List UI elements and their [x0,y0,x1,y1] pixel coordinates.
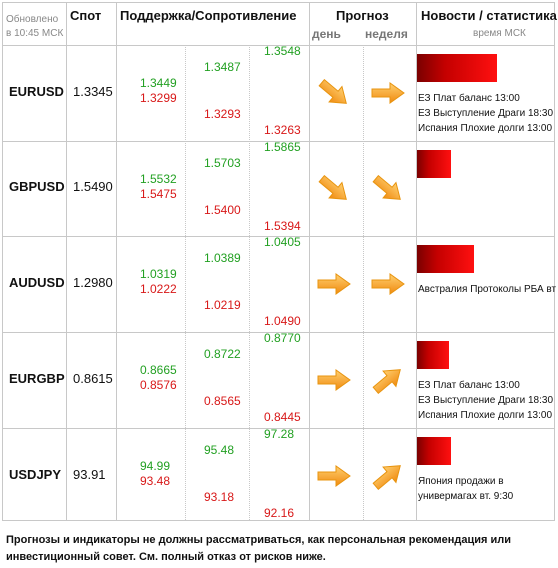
support-1-high: 94.99 [140,459,171,473]
news-item: ЕЗ Плат баланс 13:00 [418,93,520,104]
support-resistance-header: Поддержка/Сопротивление [120,8,297,23]
support-2-high: 1.3487 [204,60,241,74]
support-1-low: 93.48 [140,474,171,488]
pair-name: EURUSD [9,84,64,99]
support-2-high: 0.8722 [204,347,241,361]
news-item: Австралия Протоколы РБА вт [418,284,557,295]
support-3-low: 0.8445 [264,410,301,424]
news-item: Япония продажи в [418,476,504,487]
pair-name: AUDUSD [9,275,65,290]
spot-price: 93.91 [73,467,106,482]
news-impact-bar [417,341,449,369]
support-2-low: 1.0219 [204,298,241,312]
support-3-high: 0.8770 [264,331,301,345]
support-3-high: 1.3548 [264,44,301,58]
forecast-week-arrow-icon [370,81,406,105]
updated-time: в 10:45 МСК [6,28,64,39]
support-1-high: 1.3449 [140,76,177,90]
disclaimer-line1: Прогнозы и индикаторы не должны рассматр… [6,534,512,546]
support-3-high: 1.0405 [264,235,301,249]
day-header: день [312,27,341,41]
news-item: Испания Плохие долги 13:00 [418,410,553,421]
news-impact-bar [417,54,497,82]
news-header: Новости / статистика [421,8,557,23]
news-item: ЕЗ Выступление Драги 18:30 [418,395,554,406]
support-1-low: 1.3299 [140,91,177,105]
support-2-low: 93.18 [204,490,235,504]
support-3-high: 1.5865 [264,140,301,154]
support-1-high: 0.8665 [140,363,177,377]
support-3-low: 1.5394 [264,219,301,233]
news-item: универмагах вт. 9:30 [418,491,514,502]
forecast-day-arrow-icon [316,368,352,392]
support-3-low: 1.3263 [264,123,301,137]
support-2-high: 95.48 [204,443,235,457]
spot-header: Спот [70,8,102,23]
pair-name: USDJPY [9,467,62,482]
support-3-high: 97.28 [264,427,295,441]
support-2-low: 1.5400 [204,203,241,217]
support-1-high: 1.5532 [140,172,177,186]
news-impact-bar [417,150,451,178]
support-3-low: 92.16 [264,506,295,520]
spot-price: 1.3345 [73,84,113,99]
forecast-week-arrow-icon [370,272,406,296]
pair-name: EURGBP [9,371,65,386]
support-1-low: 1.5475 [140,187,177,201]
week-header: неделя [365,27,408,41]
disclaimer-line2: инвестиционный совет. См. полный отказ о… [6,551,326,563]
spot-price: 1.2980 [73,275,113,290]
forex-table [2,2,555,521]
news-impact-bar [417,245,474,273]
forecast-day-arrow-icon [316,464,352,488]
news-item: ЕЗ Выступление Драги 18:30 [418,108,554,119]
forecast-day-arrow-icon [316,272,352,296]
support-2-low: 0.8565 [204,394,241,408]
support-1-low: 0.8576 [140,378,177,392]
time-msk-label: время МСК [473,28,526,39]
updated-label: Обновлено [6,14,59,25]
news-impact-bar [417,437,451,465]
news-item: ЕЗ Плат баланс 13:00 [418,380,520,391]
support-2-low: 1.3293 [204,107,241,121]
support-1-high: 1.0319 [140,267,177,281]
pair-name: GBPUSD [9,179,65,194]
support-2-high: 1.5703 [204,156,241,170]
forecast-header: Прогноз [336,8,389,23]
spot-price: 0.8615 [73,371,113,386]
spot-price: 1.5490 [73,179,113,194]
news-item: Испания Плохие долги 13:00 [418,123,553,134]
support-3-low: 1.0490 [264,314,301,328]
support-2-high: 1.0389 [204,251,241,265]
support-1-low: 1.0222 [140,282,177,296]
